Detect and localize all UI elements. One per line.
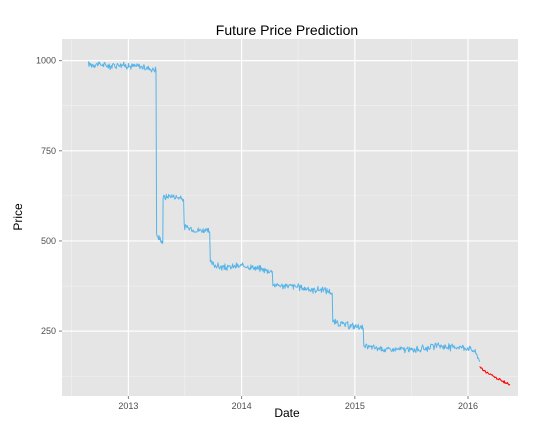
panel-background bbox=[62, 39, 518, 396]
x-axis-title: Date bbox=[274, 406, 300, 420]
y-axis-title: Price bbox=[11, 203, 25, 231]
x-tick-label: 2014 bbox=[232, 401, 252, 411]
y-tick-label: 250 bbox=[41, 326, 56, 336]
x-tick-label: 2015 bbox=[345, 401, 365, 411]
y-tick-label: 1000 bbox=[36, 56, 56, 66]
x-tick-label: 2013 bbox=[118, 401, 138, 411]
y-tick-label: 500 bbox=[41, 236, 56, 246]
x-tick-label: 2016 bbox=[458, 401, 478, 411]
y-axis: 250 500 750 1000 bbox=[36, 56, 62, 336]
y-tick-label: 750 bbox=[41, 146, 56, 156]
chart-title: Future Price Prediction bbox=[216, 22, 358, 38]
